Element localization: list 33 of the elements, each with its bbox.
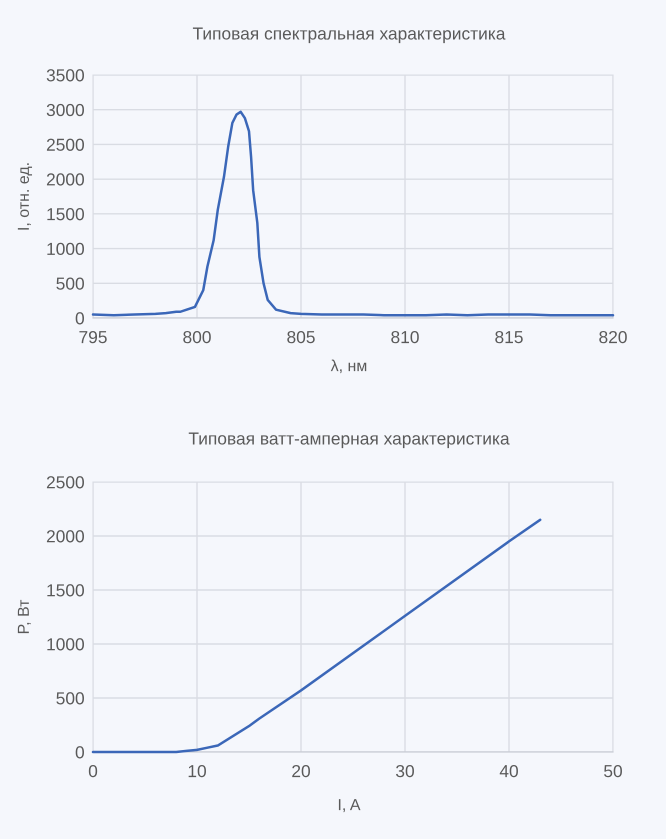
x-tick-label: 0	[88, 764, 98, 778]
chart-title: Типовая спектральная характеристика	[192, 28, 506, 44]
chart-title: Типовая ватт-амперная характеристика	[188, 432, 510, 448]
x-tick-label: 810	[391, 330, 419, 344]
x-tick-label: 20	[292, 764, 310, 778]
x-tick-label: 30	[396, 764, 414, 778]
y-tick-label: 1000	[47, 638, 84, 650]
y-tick-label: 2000	[46, 530, 84, 542]
y-tick-label: 1000	[47, 242, 84, 256]
y-axis-title: P, Вт	[18, 600, 31, 634]
x-tick-label: 800	[183, 330, 211, 344]
x-axis-title: I, A	[338, 799, 360, 812]
x-tick-label: 40	[500, 764, 518, 778]
x-tick-label: 820	[599, 330, 627, 344]
y-tick-label: 3500	[46, 69, 84, 82]
x-tick-label: 50	[604, 764, 622, 778]
x-tick-label: 815	[495, 330, 523, 344]
y-tick-label: 0	[76, 312, 84, 324]
y-tick-label: 1500	[47, 584, 84, 596]
y-tick-label: 500	[56, 277, 84, 290]
y-tick-label: 1500	[47, 208, 84, 220]
line-series	[92, 518, 542, 754]
x-tick-label: 795	[79, 330, 107, 344]
y-tick-label: 3000	[46, 104, 84, 116]
x-axis-title: λ, нм	[330, 360, 366, 374]
y-tick-label: 2500	[46, 476, 84, 488]
x-tick-label: 10	[188, 764, 206, 778]
y-tick-label: 500	[56, 692, 84, 704]
y-tick-label: 2000	[46, 173, 84, 186]
y-tick-label: 2500	[46, 138, 84, 151]
y-tick-label: 0	[76, 746, 84, 758]
x-tick-label: 805	[287, 330, 315, 344]
y-axis-title: I, отн. ед.	[18, 163, 32, 230]
